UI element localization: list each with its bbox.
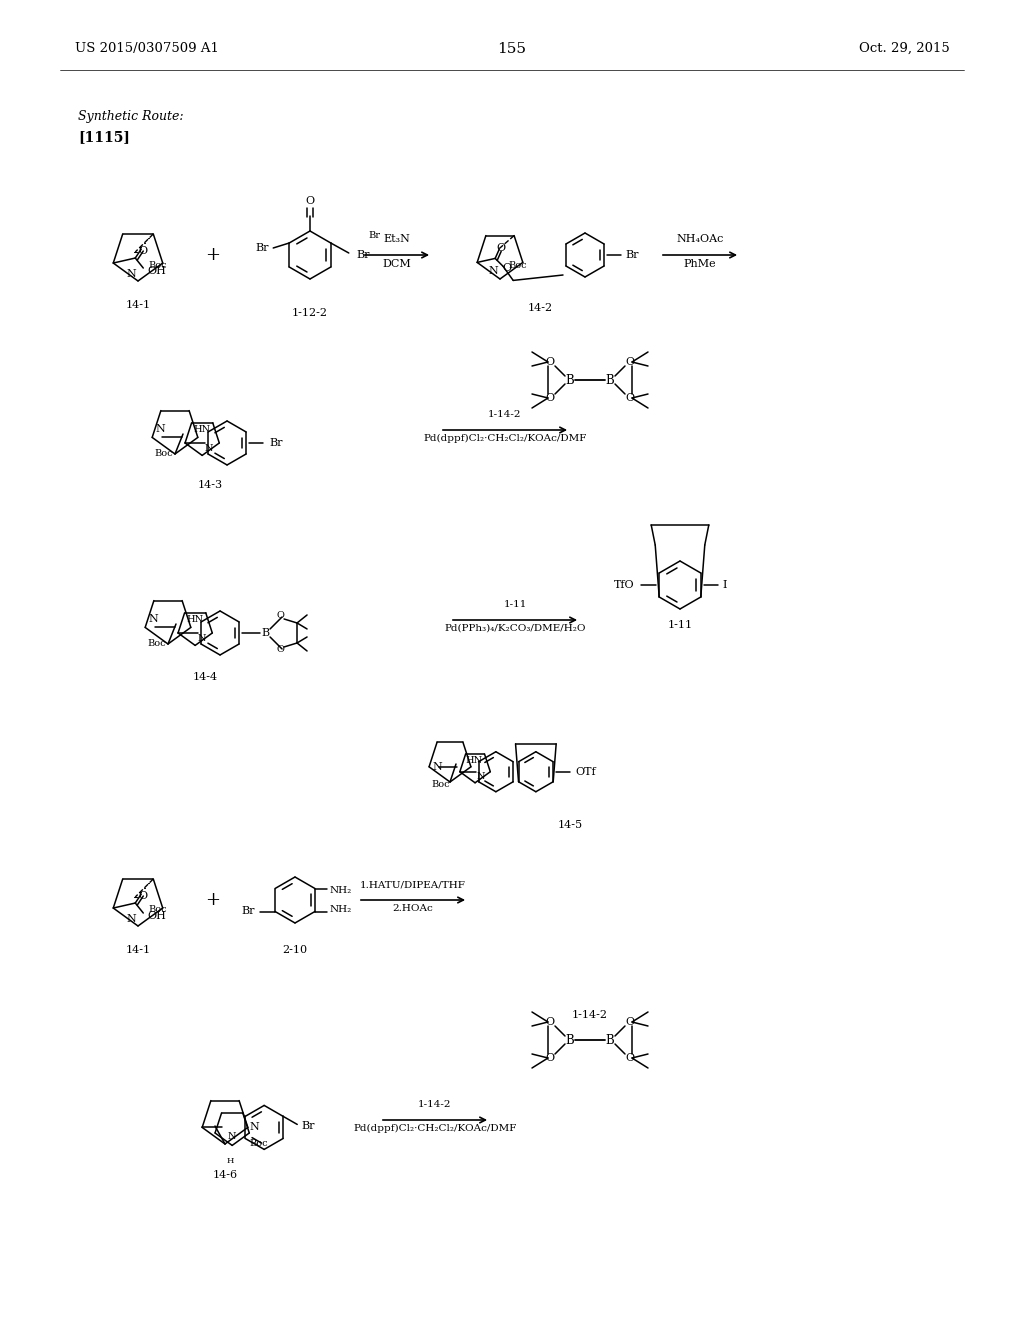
- Text: O: O: [276, 611, 284, 620]
- Text: N: N: [156, 425, 165, 434]
- Text: 14-1: 14-1: [125, 300, 151, 310]
- Text: Boc: Boc: [148, 260, 167, 269]
- Text: 1-14-2: 1-14-2: [418, 1100, 452, 1109]
- Text: NH₄OAc: NH₄OAc: [676, 234, 724, 244]
- Text: 2.HOAc: 2.HOAc: [392, 904, 433, 913]
- Text: Oct. 29, 2015: Oct. 29, 2015: [859, 42, 950, 55]
- Text: H: H: [226, 1158, 233, 1166]
- Text: N: N: [126, 269, 136, 279]
- Text: B: B: [565, 374, 574, 387]
- Text: Br: Br: [242, 907, 255, 916]
- Text: Boc: Boc: [148, 906, 167, 915]
- Text: HN: HN: [465, 756, 482, 764]
- Text: N: N: [198, 635, 206, 643]
- Text: I: I: [722, 579, 726, 590]
- Text: DCM: DCM: [383, 259, 412, 269]
- Text: OH: OH: [147, 267, 166, 276]
- Text: Br: Br: [368, 231, 380, 240]
- Text: O: O: [626, 1016, 635, 1027]
- Text: O: O: [626, 356, 635, 367]
- Text: 1-11: 1-11: [504, 601, 526, 609]
- Text: 14-6: 14-6: [212, 1170, 238, 1180]
- Text: N: N: [126, 913, 136, 924]
- Text: O: O: [546, 1053, 555, 1063]
- Text: +: +: [206, 891, 220, 909]
- Text: +: +: [206, 246, 220, 264]
- Text: Br: Br: [269, 438, 283, 447]
- Text: Br: Br: [256, 243, 269, 253]
- Text: Boc: Boc: [431, 780, 450, 789]
- Text: O: O: [138, 246, 147, 256]
- Text: 1.HATU/DIPEA/THF: 1.HATU/DIPEA/THF: [360, 880, 466, 888]
- Text: O: O: [276, 645, 284, 655]
- Text: Pd(PPh₃)₄/K₂CO₃/DME/H₂O: Pd(PPh₃)₄/K₂CO₃/DME/H₂O: [444, 624, 586, 634]
- Text: Boc: Boc: [250, 1139, 268, 1148]
- Text: B: B: [261, 628, 269, 638]
- Text: NH₂: NH₂: [330, 906, 352, 913]
- Text: Br: Br: [301, 1122, 314, 1131]
- Text: [1115]: [1115]: [78, 129, 130, 144]
- Text: Boc: Boc: [508, 260, 526, 269]
- Text: OTf: OTf: [575, 767, 597, 776]
- Text: NH₂: NH₂: [330, 886, 352, 895]
- Text: HN: HN: [194, 425, 211, 434]
- Text: O: O: [626, 393, 635, 403]
- Text: N: N: [488, 267, 498, 276]
- Text: O: O: [503, 264, 512, 273]
- Text: 1-12-2: 1-12-2: [292, 308, 328, 318]
- Text: O: O: [546, 1016, 555, 1027]
- Text: Pd(dppf)Cl₂·CH₂Cl₂/KOAc/DMF: Pd(dppf)Cl₂·CH₂Cl₂/KOAc/DMF: [353, 1125, 517, 1133]
- Text: Synthetic Route:: Synthetic Route:: [78, 110, 183, 123]
- Text: O: O: [305, 195, 314, 206]
- Text: N: N: [204, 445, 213, 453]
- Text: 1-14-2: 1-14-2: [572, 1010, 608, 1020]
- Text: B: B: [605, 374, 614, 387]
- Text: Boc: Boc: [147, 639, 166, 648]
- Text: OH: OH: [147, 911, 166, 921]
- Text: N: N: [250, 1122, 259, 1133]
- Text: TfO: TfO: [613, 579, 634, 590]
- Text: Br: Br: [356, 249, 371, 260]
- Text: O: O: [546, 393, 555, 403]
- Text: N: N: [477, 772, 485, 781]
- Text: HN: HN: [186, 615, 204, 624]
- Text: N: N: [432, 762, 441, 772]
- Text: O: O: [546, 356, 555, 367]
- Text: 14-1: 14-1: [125, 945, 151, 954]
- Text: N: N: [228, 1133, 237, 1142]
- Text: Pd(dppf)Cl₂·CH₂Cl₂/KOAc/DMF: Pd(dppf)Cl₂·CH₂Cl₂/KOAc/DMF: [423, 434, 587, 444]
- Text: 1-11: 1-11: [668, 620, 692, 630]
- Text: US 2015/0307509 A1: US 2015/0307509 A1: [75, 42, 219, 55]
- Text: N: N: [148, 614, 158, 624]
- Text: O: O: [626, 1053, 635, 1063]
- Text: O: O: [497, 243, 506, 253]
- Text: 14-5: 14-5: [557, 820, 583, 830]
- Text: B: B: [605, 1034, 614, 1047]
- Text: O: O: [138, 891, 147, 902]
- Text: B: B: [565, 1034, 574, 1047]
- Text: 2-10: 2-10: [283, 945, 307, 954]
- Text: Boc: Boc: [155, 449, 173, 458]
- Text: 155: 155: [498, 42, 526, 55]
- Text: 1-14-2: 1-14-2: [488, 411, 522, 418]
- Text: Br: Br: [625, 249, 639, 260]
- Text: Et₃N: Et₃N: [384, 234, 411, 244]
- Text: 14-4: 14-4: [193, 672, 217, 682]
- Text: 14-2: 14-2: [527, 304, 553, 313]
- Text: 14-3: 14-3: [198, 480, 222, 490]
- Text: PhMe: PhMe: [684, 259, 717, 269]
